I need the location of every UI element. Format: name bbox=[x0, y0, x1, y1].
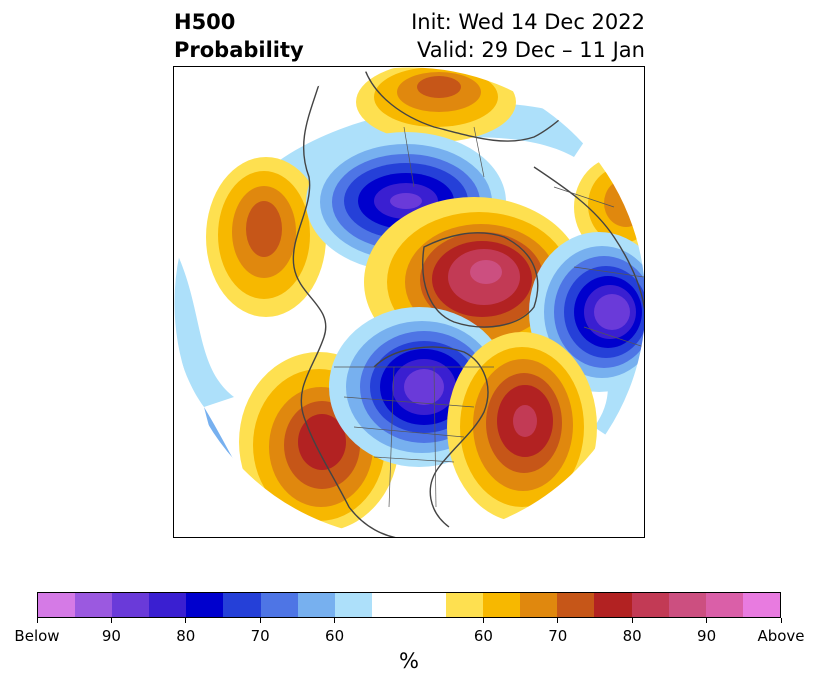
colorbar-tick bbox=[557, 618, 559, 623]
colorbar-tick bbox=[259, 618, 261, 623]
colorbar-segment bbox=[371, 593, 447, 617]
colorbar-segment bbox=[334, 593, 372, 617]
colorbar-segment bbox=[38, 593, 76, 617]
colorbar-segment bbox=[520, 593, 558, 617]
colorbar-segment bbox=[705, 593, 743, 617]
colorbar-tick-label: Below bbox=[14, 627, 60, 645]
colorbar-segment bbox=[149, 593, 187, 617]
colorbar-tick bbox=[780, 618, 782, 623]
colorbar-tick bbox=[706, 618, 708, 623]
positive-anomaly-pacific bbox=[206, 157, 326, 317]
colorbar-segment bbox=[631, 593, 669, 617]
negative-band-west bbox=[174, 247, 234, 407]
colorbar-segment bbox=[742, 593, 780, 617]
colorbar-tick bbox=[110, 618, 112, 623]
title-product: Probability bbox=[174, 38, 304, 62]
colorbar-segment bbox=[260, 593, 298, 617]
colorbar-tick-label: 80 bbox=[622, 627, 642, 645]
positive-anomaly-top bbox=[356, 67, 516, 142]
colorbar-tick-label: 60 bbox=[473, 627, 493, 645]
colorbar-tick-label: 80 bbox=[176, 627, 196, 645]
colorbar-segment bbox=[223, 593, 261, 617]
colorbar-units: % bbox=[399, 649, 419, 673]
title-right: Init: Wed 14 Dec 2022 Valid: 29 Dec – 11… bbox=[411, 8, 645, 64]
colorbar-tick-label: Above bbox=[757, 627, 805, 645]
colorbar-tick-label: 70 bbox=[250, 627, 270, 645]
colorbar-tick bbox=[334, 618, 336, 623]
colorbar-tick-label: 90 bbox=[101, 627, 121, 645]
title-variable: H500 bbox=[174, 10, 236, 34]
colorbar-segment bbox=[594, 593, 632, 617]
borders bbox=[334, 126, 644, 508]
map-svg bbox=[174, 67, 644, 537]
colorbar-segment bbox=[75, 593, 113, 617]
colorbar-segment bbox=[557, 593, 595, 617]
positive-anomaly-atlantic bbox=[447, 332, 597, 522]
init-date: Init: Wed 14 Dec 2022 bbox=[411, 10, 645, 34]
colorbar-tick-label: 60 bbox=[325, 627, 345, 645]
colorbar-segment bbox=[186, 593, 224, 617]
colorbar-tick bbox=[482, 618, 484, 623]
negative-band-north bbox=[234, 103, 594, 227]
colorbar-segment bbox=[446, 593, 484, 617]
colorbar bbox=[37, 592, 781, 618]
colorbar-segment bbox=[112, 593, 150, 617]
colorbar-tick bbox=[631, 618, 633, 623]
polar-map bbox=[173, 66, 645, 538]
valid-range: Valid: 29 Dec – 11 Jan bbox=[416, 38, 645, 62]
colorbar-tick-label: 90 bbox=[697, 627, 717, 645]
colorbar-segment bbox=[297, 593, 335, 617]
title-left: H500 Probability bbox=[174, 8, 304, 64]
colorbar-segment bbox=[483, 593, 521, 617]
colorbar-tick bbox=[36, 618, 38, 623]
colorbar-segment bbox=[668, 593, 706, 617]
colorbar-tick bbox=[185, 618, 187, 623]
colorbar-tick-label: 70 bbox=[548, 627, 568, 645]
